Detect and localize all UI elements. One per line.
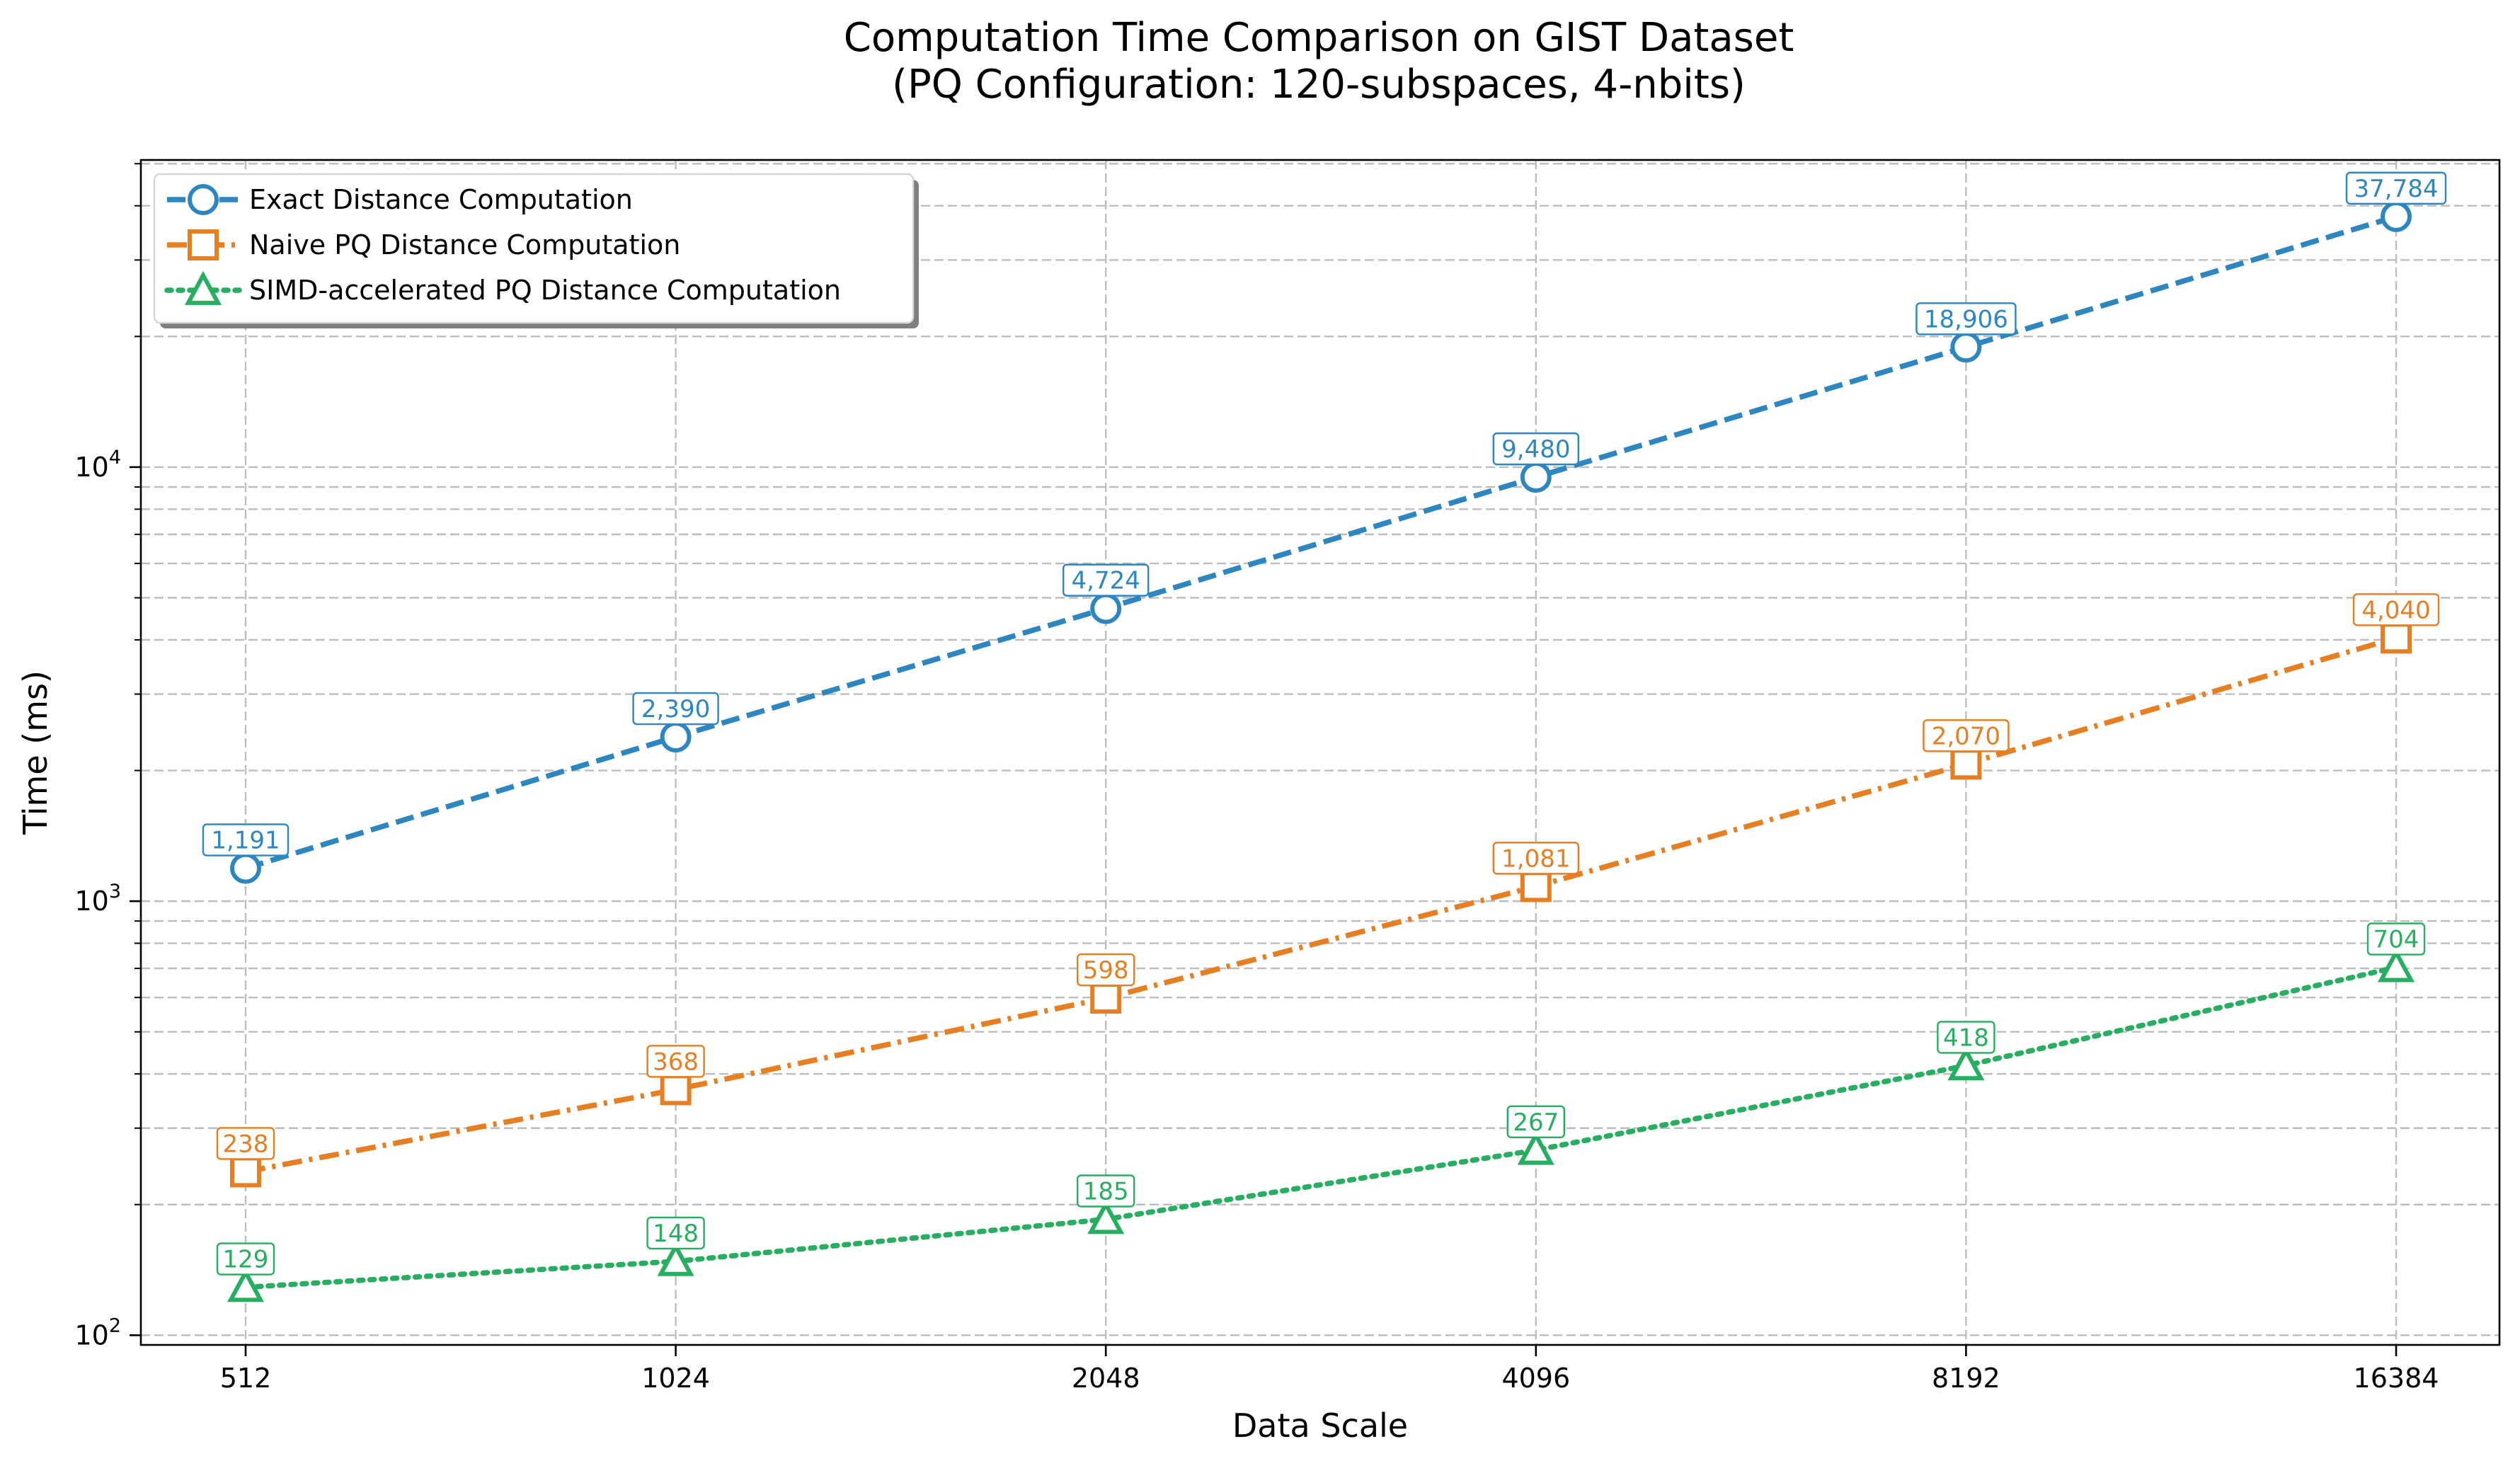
data-label-box: [2345, 171, 2447, 205]
data-label-box: [1492, 842, 1580, 875]
data-point-circle: [1950, 331, 1982, 363]
data-label-box: [632, 692, 719, 726]
data-label: 1,081: [1501, 844, 1570, 873]
series-line-circle: [244, 214, 2398, 871]
data-label-box: [1506, 1105, 1566, 1138]
data-label-box: [646, 1216, 705, 1250]
chart-title: Computation Time Comparison on GIST Data…: [844, 15, 1794, 61]
series-line-square: [245, 635, 2398, 1175]
data-label: 129: [223, 1246, 269, 1274]
legend-entry: Exact Distance Computation: [249, 184, 633, 215]
data-label: 185: [1083, 1178, 1129, 1206]
data-label-box: [1937, 1021, 1995, 1054]
data-label-box: [1915, 302, 2017, 336]
data-point-circle: [2381, 200, 2412, 232]
data-label: 418: [1943, 1024, 1989, 1052]
legend-marker-circle: [188, 184, 219, 215]
data-point-square: [230, 1156, 261, 1188]
data-label: 2,390: [641, 695, 710, 723]
plot-series: [227, 200, 2415, 1302]
data-label-box: [1492, 432, 1580, 466]
data-point-triangle: [2377, 948, 2415, 982]
data-label: 148: [653, 1220, 699, 1248]
legend-marker-triangle: [184, 270, 222, 305]
data-label: 18,906: [1924, 305, 2008, 333]
data-label: 4,040: [2361, 596, 2430, 624]
x-axis-ticks: 512 1024 2048 4096 8192 16384: [220, 1345, 2439, 1394]
legend-entry: Naive PQ Distance Computation: [249, 229, 680, 260]
data-point-triangle: [227, 1268, 265, 1302]
data-label-box: [2366, 922, 2426, 956]
data-point-triangle: [657, 1242, 694, 1276]
data-label-box: [216, 1127, 275, 1160]
data-label-box: [1923, 719, 2010, 752]
x-tick-label: 2048: [1072, 1363, 1140, 1394]
data-label: 238: [223, 1130, 269, 1158]
x-tick-label: 512: [220, 1363, 272, 1394]
data-point-triangle: [1947, 1046, 1985, 1081]
y-tick-label: 104: [74, 447, 121, 483]
y-axis-ticks: 102 103 104: [74, 163, 141, 1351]
legend-frame: [153, 173, 915, 324]
data-point-square: [1950, 748, 1982, 780]
data-label-box: [646, 1045, 705, 1078]
data-point-square: [660, 1074, 692, 1106]
y-tick-label: 102: [74, 1314, 121, 1351]
data-label: 368: [653, 1048, 699, 1076]
legend: Exact Distance Computation Naive PQ Dista…: [153, 173, 919, 328]
data-label-box: [216, 1242, 275, 1276]
data-label: 704: [2373, 926, 2419, 954]
data-label-box: [1076, 953, 1135, 987]
data-point-circle: [1090, 592, 1122, 624]
x-tick-label: 16384: [2354, 1363, 2439, 1394]
data-label: 4,724: [1072, 567, 1140, 595]
data-label: 1,191: [211, 827, 280, 855]
y-tick-label: 103: [74, 881, 121, 917]
data-point-square: [1090, 982, 1122, 1014]
y-axis-label: Time (ms): [16, 670, 55, 835]
data-label-box: [1076, 1174, 1135, 1208]
x-tick-label: 1024: [641, 1363, 710, 1394]
data-label: 37,784: [2354, 175, 2439, 203]
data-point-square: [2381, 622, 2412, 654]
data-labels: 1,191 2,390 4,724 9,480 18,906 37,784 238 368 59…: [202, 171, 2447, 1276]
data-label: 2,070: [1932, 722, 2000, 750]
data-label-box: [2352, 593, 2440, 626]
data-point-triangle: [1087, 1200, 1125, 1234]
data-label: 598: [1083, 956, 1129, 985]
data-label: 267: [1513, 1108, 1559, 1137]
data-label-box: [202, 823, 290, 856]
x-tick-label: 8192: [1932, 1363, 2000, 1394]
data-point-triangle: [1517, 1130, 1554, 1165]
data-label-box: [1062, 563, 1150, 597]
chart-subtitle: (PQ Configuration: 120-subspaces, 4-nbit…: [892, 62, 1746, 108]
legend-marker-square: [188, 229, 219, 260]
plot-area-frame: [139, 159, 2501, 1346]
data-label: 9,480: [1501, 435, 1570, 464]
legend-entry: SIMD-accelerated PQ Distance Computation: [249, 275, 841, 306]
x-axis-label: Data Scale: [1232, 1406, 1408, 1445]
data-point-circle: [660, 721, 692, 753]
series-line-triangle: [243, 964, 2399, 1290]
data-point-square: [1520, 871, 1552, 903]
data-point-circle: [1520, 462, 1552, 493]
x-tick-label: 4096: [1501, 1363, 1570, 1394]
data-point-circle: [230, 852, 261, 884]
